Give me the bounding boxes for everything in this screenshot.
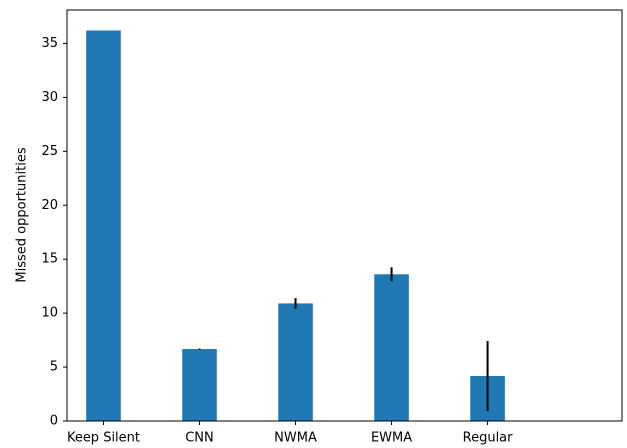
y-tick-label: 15 <box>41 252 58 267</box>
y-tick-label: 25 <box>41 144 58 159</box>
y-tick-label: 0 <box>50 414 58 429</box>
x-tick-label: EWMA <box>371 431 412 446</box>
bar <box>182 349 217 421</box>
y-tick-label: 35 <box>41 36 58 51</box>
bar <box>86 30 121 421</box>
y-tick-label: 5 <box>50 360 58 375</box>
bar <box>374 274 409 421</box>
bar <box>278 303 313 421</box>
y-axis-label: Missed opportunities <box>15 147 30 282</box>
x-tick-label: Regular <box>463 431 514 446</box>
x-tick-label: NWMA <box>274 431 317 446</box>
y-tick-label: 10 <box>41 306 58 321</box>
plot-frame <box>66 9 623 422</box>
y-tick-label: 30 <box>41 90 58 105</box>
x-tick-label: CNN <box>185 431 214 446</box>
y-tick-label: 20 <box>41 198 58 213</box>
x-tick-label: Keep Silent <box>67 431 140 446</box>
